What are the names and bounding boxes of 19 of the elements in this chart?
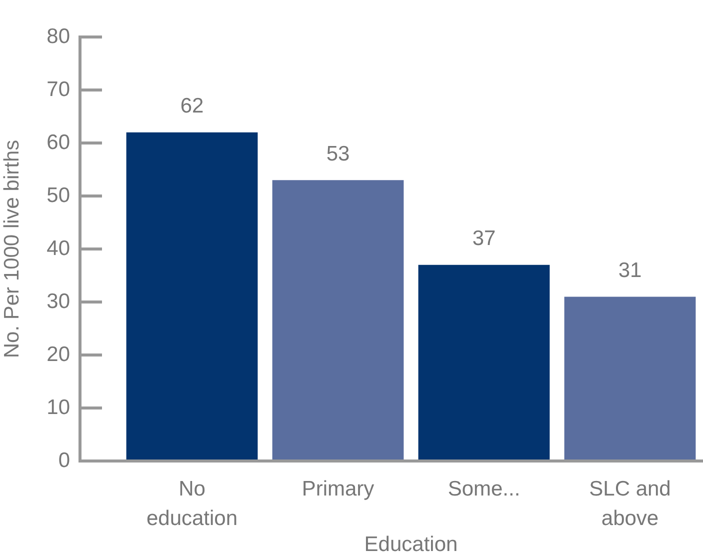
x-axis-title: Education [364, 533, 458, 556]
data-label: 31 [618, 258, 642, 282]
x-tick-label: Primary [302, 477, 375, 500]
y-tick-label: 70 [46, 78, 70, 101]
y-tick-label: 30 [46, 290, 70, 313]
y-tick-label: 80 [46, 24, 70, 48]
y-tick-label: 60 [46, 130, 70, 154]
y-tick-label: 50 [46, 184, 70, 207]
y-axis-title: No. Per 1000 live births [0, 140, 24, 358]
data-label: 37 [472, 227, 496, 250]
data-label: 53 [326, 142, 350, 166]
y-tick-label: 40 [46, 236, 70, 260]
data-label: 62 [180, 94, 204, 118]
x-tick-label: No education [146, 477, 238, 530]
y-tick-label: 0 [58, 448, 70, 472]
x-tick-label: Some... [448, 477, 520, 500]
y-tick-label: 20 [46, 342, 70, 366]
x-tick-label: SLC and above [589, 477, 671, 530]
y-tick-label: 10 [46, 396, 70, 419]
